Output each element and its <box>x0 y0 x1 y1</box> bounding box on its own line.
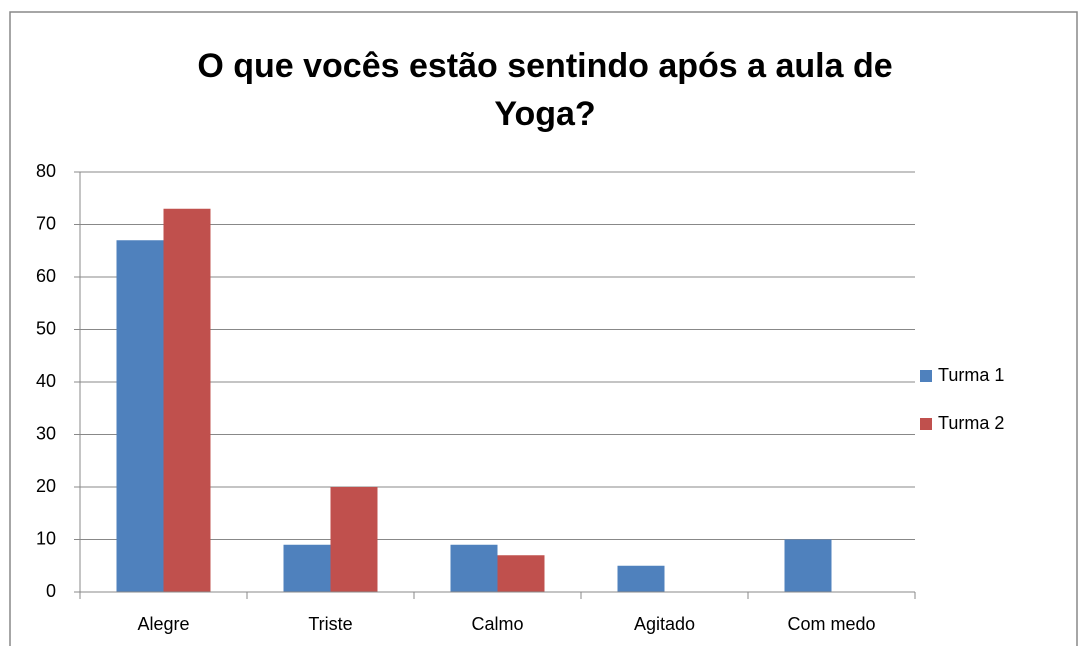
bar <box>784 539 832 592</box>
bar <box>330 487 378 592</box>
y-tick-label: 50 <box>36 318 56 338</box>
x-tick-label: Agitado <box>634 614 695 634</box>
y-tick-label: 40 <box>36 371 56 391</box>
x-tick-label: Calmo <box>471 614 523 634</box>
bar <box>617 565 665 592</box>
bar <box>283 544 331 592</box>
legend-swatch <box>920 370 932 382</box>
legend-label: Turma 1 <box>938 365 1004 385</box>
x-tick-label: Triste <box>308 614 352 634</box>
bar <box>116 240 164 592</box>
bar <box>450 544 498 592</box>
y-tick-label: 80 <box>36 161 56 181</box>
y-tick-label: 0 <box>46 581 56 601</box>
bar <box>497 555 545 592</box>
y-tick-label: 20 <box>36 476 56 496</box>
y-tick-label: 70 <box>36 213 56 233</box>
x-tick-label: Com medo <box>787 614 875 634</box>
y-tick-label: 10 <box>36 528 56 548</box>
y-tick-label: 30 <box>36 423 56 443</box>
legend-swatch <box>920 418 932 430</box>
y-tick-label: 60 <box>36 266 56 286</box>
chart-title: O que vocês estão sentindo após a aula d… <box>197 47 893 133</box>
legend-label: Turma 2 <box>938 413 1004 433</box>
x-tick-label: Alegre <box>137 614 189 634</box>
bar <box>163 208 211 592</box>
